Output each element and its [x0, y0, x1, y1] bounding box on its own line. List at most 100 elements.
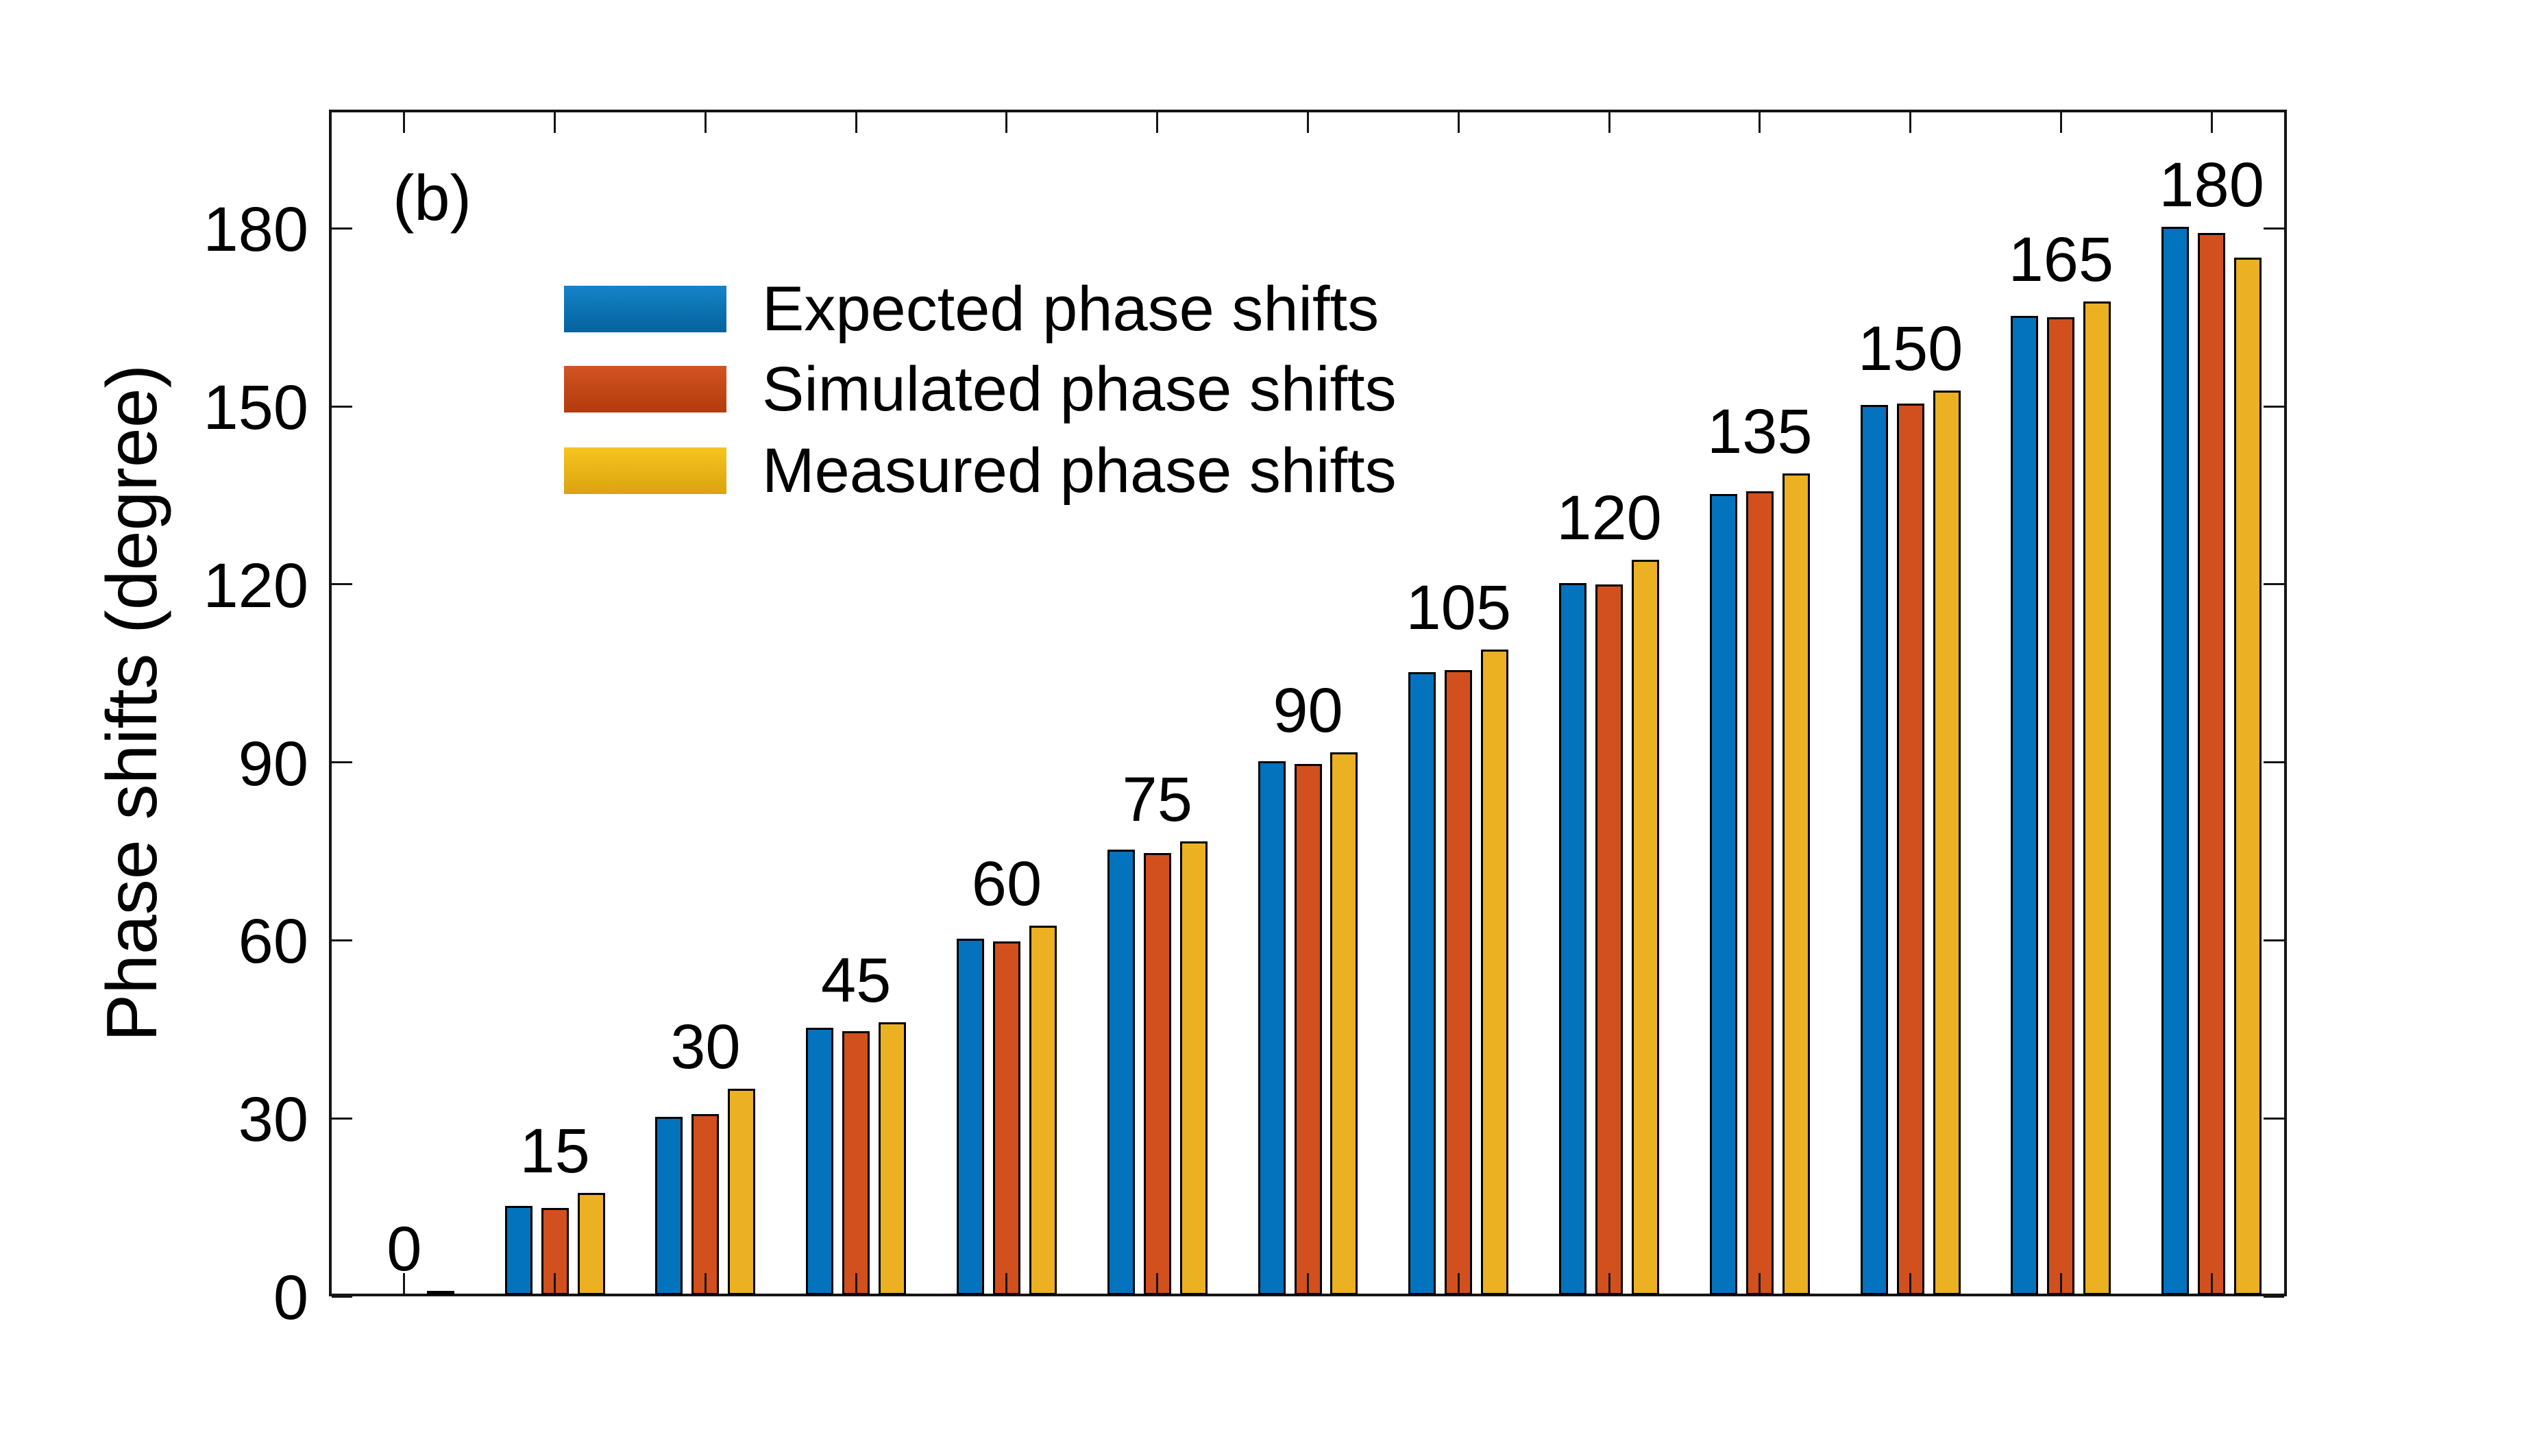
panel-label: (b) [393, 162, 471, 234]
y-tick-left-0 [332, 1295, 352, 1298]
bar-value-label-60: 60 [971, 849, 1042, 919]
bar-value-label-135: 135 [1707, 397, 1813, 467]
legend-swatch-simulated-icon [564, 366, 726, 412]
bar-expected-105 [1408, 672, 1436, 1295]
bar-measured-135 [1782, 473, 1810, 1295]
bar-simulated-45 [842, 1031, 870, 1295]
bar-measured-0 [426, 1291, 454, 1295]
y-tick-label-180: 180 [203, 195, 309, 265]
bar-measured-60 [1029, 926, 1057, 1295]
bar-simulated-90 [1294, 764, 1322, 1295]
x-tick-bottom-150 [1909, 1273, 1912, 1294]
legend-swatch-expected-icon [564, 286, 726, 332]
y-tick-left-60 [332, 939, 352, 941]
y-tick-right-90 [2264, 761, 2284, 764]
bar-simulated-150 [1896, 404, 1924, 1295]
legend-row-simulated: Simulated phase shifts [564, 358, 1397, 421]
bar-value-label-30: 30 [670, 1012, 741, 1082]
x-tick-bottom-60 [1005, 1273, 1008, 1294]
bar-measured-15 [577, 1193, 605, 1295]
x-tick-top-75 [1156, 112, 1159, 133]
bar-expected-120 [1559, 583, 1587, 1295]
bar-expected-45 [806, 1028, 834, 1295]
bar-measured-30 [728, 1089, 756, 1295]
y-tick-label-120: 120 [203, 550, 309, 621]
legend-label-measured: Measured phase shifts [762, 436, 1397, 506]
x-tick-top-90 [1307, 112, 1309, 133]
legend-row-measured: Measured phase shifts [564, 439, 1397, 502]
x-tick-bottom-165 [2059, 1273, 2062, 1294]
bar-measured-165 [2083, 301, 2111, 1295]
x-tick-bottom-90 [1307, 1273, 1309, 1294]
bar-simulated-105 [1445, 670, 1473, 1295]
bar-value-label-120: 120 [1556, 483, 1662, 553]
y-tick-right-60 [2264, 939, 2284, 941]
plot-area [329, 110, 2287, 1296]
bar-simulated-120 [1595, 584, 1624, 1295]
bar-expected-15 [504, 1206, 532, 1295]
bar-simulated-30 [691, 1114, 720, 1295]
y-tick-right-0 [2264, 1295, 2284, 1298]
bar-expected-150 [1860, 405, 1888, 1295]
bar-measured-120 [1632, 560, 1659, 1295]
bar-measured-90 [1330, 752, 1358, 1295]
bar-value-label-90: 90 [1273, 676, 1343, 745]
y-tick-right-180 [2264, 227, 2284, 230]
y-tick-label-30: 30 [238, 1085, 308, 1155]
bar-simulated-60 [992, 941, 1020, 1295]
bar-simulated-165 [2047, 317, 2075, 1295]
y-tick-label-60: 60 [238, 906, 308, 977]
bar-measured-150 [1933, 391, 1961, 1295]
bar-value-label-15: 15 [519, 1116, 590, 1186]
y-tick-left-120 [332, 583, 352, 586]
x-tick-bottom-105 [1457, 1273, 1460, 1294]
bar-measured-180 [2234, 258, 2262, 1295]
x-tick-top-105 [1457, 112, 1460, 133]
bar-value-label-165: 165 [2008, 225, 2114, 295]
y-tick-left-150 [332, 405, 352, 408]
x-tick-bottom-15 [554, 1273, 556, 1294]
bar-expected-165 [2011, 316, 2039, 1295]
legend-label-simulated: Simulated phase shifts [762, 354, 1397, 424]
bar-expected-180 [2161, 227, 2190, 1295]
bar-simulated-75 [1143, 853, 1171, 1295]
bar-value-label-180: 180 [2159, 150, 2264, 220]
bar-expected-60 [956, 939, 984, 1295]
x-tick-bottom-0 [403, 1273, 406, 1294]
y-tick-label-0: 0 [273, 1263, 308, 1333]
y-tick-right-30 [2264, 1117, 2284, 1120]
x-tick-bottom-45 [855, 1273, 857, 1294]
bar-expected-75 [1107, 850, 1135, 1295]
x-tick-bottom-180 [2210, 1273, 2213, 1294]
bar-expected-135 [1709, 494, 1737, 1295]
y-tick-left-180 [332, 227, 352, 230]
x-tick-top-120 [1608, 112, 1610, 133]
x-tick-top-15 [554, 112, 556, 133]
x-tick-top-30 [704, 112, 707, 133]
x-tick-bottom-75 [1156, 1273, 1159, 1294]
bar-expected-30 [655, 1117, 683, 1295]
y-tick-label-150: 150 [203, 373, 309, 443]
x-tick-bottom-135 [1759, 1273, 1761, 1294]
bar-value-label-0: 0 [387, 1214, 422, 1284]
x-tick-top-180 [2210, 112, 2213, 133]
bar-measured-45 [879, 1022, 907, 1295]
x-tick-top-165 [2059, 112, 2062, 133]
y-tick-left-90 [332, 761, 352, 764]
x-tick-top-45 [855, 112, 857, 133]
bar-measured-75 [1179, 841, 1208, 1295]
bar-value-label-45: 45 [821, 946, 892, 1015]
legend-swatch-measured-icon [564, 447, 726, 494]
x-tick-top-135 [1759, 112, 1761, 133]
y-tick-label-90: 90 [238, 728, 308, 799]
x-tick-bottom-30 [704, 1273, 707, 1294]
bar-measured-105 [1481, 650, 1509, 1295]
bar-expected-90 [1258, 761, 1286, 1295]
bar-value-label-105: 105 [1406, 573, 1512, 643]
bar-simulated-135 [1745, 491, 1774, 1295]
x-tick-top-60 [1005, 112, 1008, 133]
legend-row-expected: Expected phase shifts [564, 277, 1379, 341]
bar-simulated-180 [2198, 233, 2226, 1295]
legend-label-expected: Expected phase shifts [762, 274, 1380, 344]
